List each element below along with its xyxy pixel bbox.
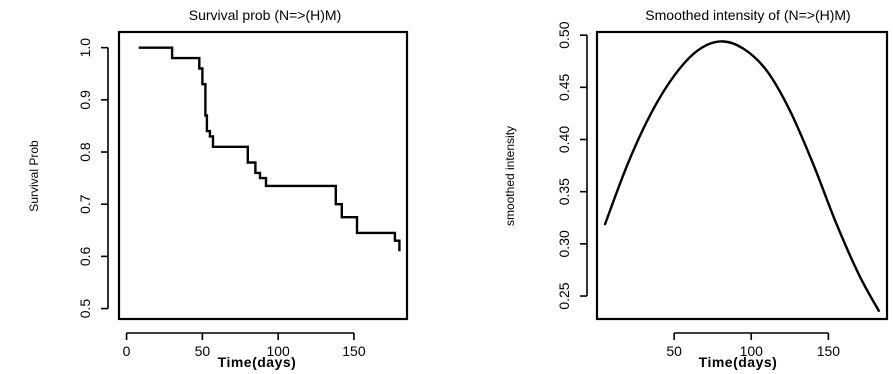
survival-axes: 0.5 0.6 0.7 0.8 0.9 1.0 0 50 100 150 (77, 38, 366, 359)
survival-series-line (138, 46, 401, 252)
survival-y-tick-label: 0.7 (77, 194, 93, 214)
intensity-y-tick-label: 0.45 (556, 73, 572, 100)
intensity-y-tick-label: 0.50 (556, 21, 572, 48)
intensity-y-tick-label: 0.35 (556, 178, 572, 205)
intensity-title: Smoothed intensity of (N=>(H)M) (645, 7, 850, 23)
survival-x-tick-label: 150 (342, 343, 366, 359)
intensity-series (603, 40, 881, 313)
intensity-ylabel: smoothed intensity (503, 126, 517, 226)
intensity-xlabel: Time(days) (699, 354, 778, 370)
survival-y-tick-label: 0.9 (77, 90, 93, 110)
intensity-x-tick-label: 50 (666, 343, 682, 359)
intensity-x-tick-label: 150 (817, 343, 841, 359)
survival-plot-frame (117, 30, 409, 321)
survival-y-tick-label: 0.5 (77, 299, 93, 319)
survival-ylabel: Survival Prob (27, 140, 41, 212)
survival-panel: Survival prob (N=>(H)M) Survival Prob Ti… (27, 7, 409, 370)
intensity-axes: 0.25 0.30 0.35 0.40 0.45 0.50 50 100 150 (556, 21, 840, 359)
intensity-series-line (603, 40, 881, 313)
intensity-plot-frame (595, 30, 889, 321)
survival-series (138, 46, 401, 252)
survival-y-tick-label: 1.0 (77, 38, 93, 58)
survival-title: Survival prob (N=>(H)M) (189, 7, 341, 23)
survival-y-tick-label: 0.8 (77, 142, 93, 162)
survival-x-tick-label: 50 (195, 343, 211, 359)
intensity-panel: Smoothed intensity of (N=>(H)M) smoothed… (503, 7, 889, 370)
intensity-y-tick-label: 0.25 (556, 282, 572, 309)
survival-x-tick-label: 100 (266, 343, 290, 359)
survival-x-tick-label: 0 (123, 343, 131, 359)
intensity-y-tick-label: 0.30 (556, 230, 572, 257)
survival-xlabel: Time(days) (218, 354, 297, 370)
intensity-x-tick-label: 100 (740, 343, 764, 359)
intensity-y-tick-label: 0.40 (556, 126, 572, 153)
survival-y-tick-label: 0.6 (77, 246, 93, 266)
